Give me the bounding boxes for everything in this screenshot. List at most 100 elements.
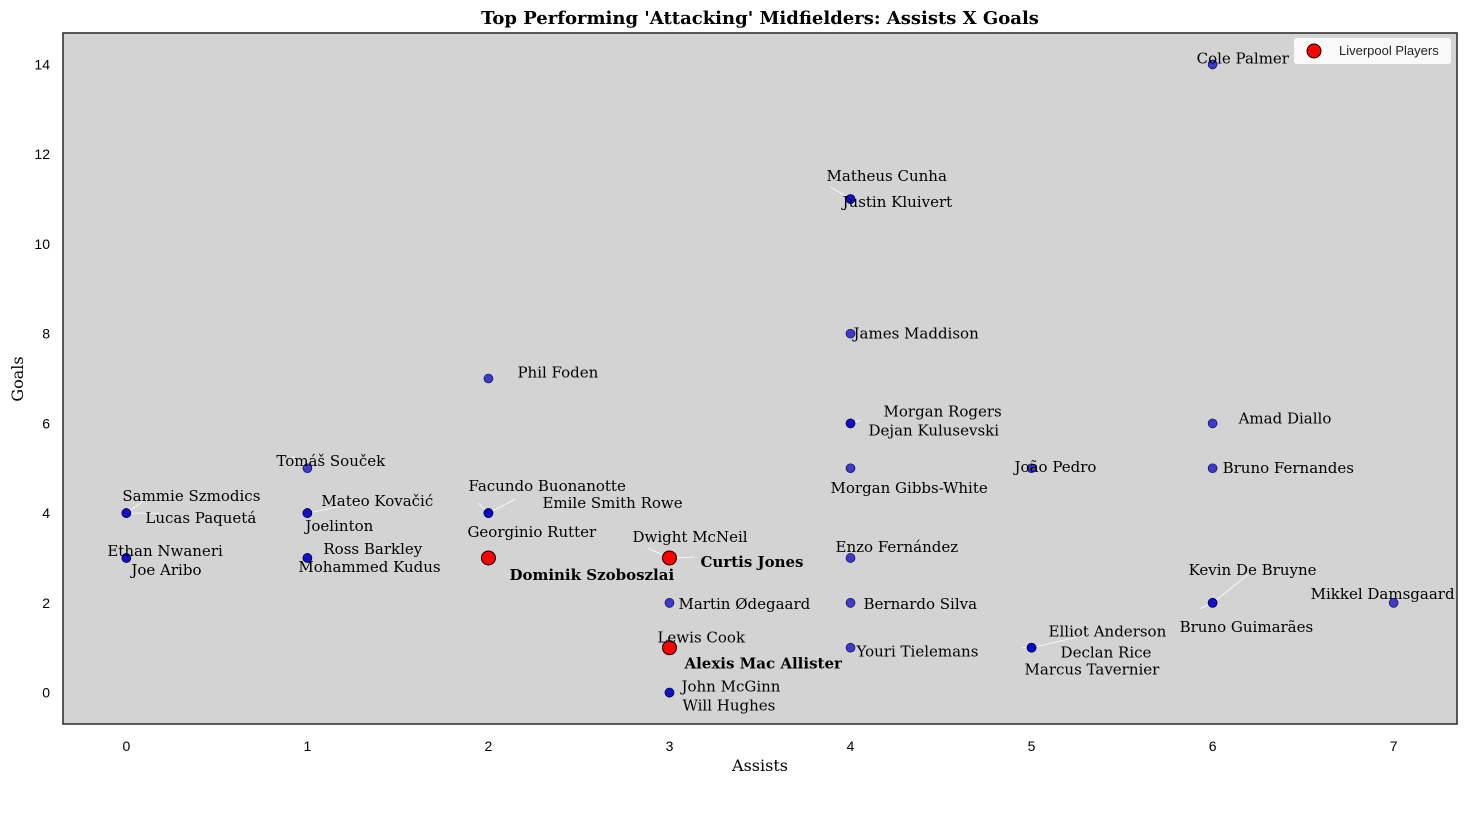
y-tick-label: 10 xyxy=(34,236,50,252)
point-youri-tielemans xyxy=(845,642,856,653)
point-joelinton xyxy=(302,508,313,518)
y-axis-ticks: 0 2 4 6 8 10 12 14 xyxy=(34,56,50,700)
point-mohammed-kudus xyxy=(302,553,313,563)
y-tick-label: 0 xyxy=(42,685,50,701)
leader-line-kevin-de-bruyne xyxy=(1212,574,1248,604)
data-points xyxy=(121,59,1399,698)
label-youri-tielemans: Youri Tielemans xyxy=(856,643,979,661)
plot-area xyxy=(63,33,1457,724)
leader-line-elliot-anderson xyxy=(1031,634,1088,649)
point-labels: Cole Palmer Matheus Cunha Justin Kluivert J… xyxy=(107,49,1455,714)
label-declan-rice: Declan Rice xyxy=(1061,644,1152,662)
label-sammie-szmodics: Sammie Szmodics xyxy=(122,487,260,505)
point-enzo-fernandez xyxy=(845,553,856,563)
point-morgan-gibbs-white xyxy=(845,463,856,474)
label-matheus-cunha: Matheus Cunha xyxy=(827,167,947,185)
x-tick-label: 0 xyxy=(122,738,130,754)
point-alexis-mac-allister xyxy=(661,640,677,656)
chart-title: Top Performing 'Attacking' Midfielders: … xyxy=(481,8,1039,29)
label-martin-odegaard: Martin Ødegaard xyxy=(678,595,810,613)
legend-marker xyxy=(1306,43,1322,59)
label-mikkel-damsgaard: Mikkel Damsgaard xyxy=(1311,585,1455,603)
point-joe-aribo xyxy=(121,553,132,563)
point-will-hughes xyxy=(664,687,675,698)
plot-frame xyxy=(62,32,1458,725)
point-dejan-kulusevski xyxy=(845,418,856,429)
label-bruno-fernandes: Bruno Fernandes xyxy=(1223,459,1354,477)
x-tick-label: 6 xyxy=(1209,738,1217,754)
x-tick-label: 4 xyxy=(847,738,855,754)
label-morgan-rogers: Morgan Rogers xyxy=(884,402,1002,420)
point-dominik-szoboszlai xyxy=(480,550,496,566)
x-tick-label: 3 xyxy=(666,738,674,754)
legend-entry: Liverpool Players xyxy=(1339,43,1439,58)
x-tick-label: 5 xyxy=(1028,738,1036,754)
point-joao-pedro xyxy=(1026,463,1037,474)
point-marcus-tavernier xyxy=(1026,642,1037,653)
label-emile-smith-rowe: Emile Smith Rowe xyxy=(542,494,682,512)
label-lewis-cook: Lewis Cook xyxy=(657,629,745,647)
y-tick-label: 14 xyxy=(34,56,50,72)
point-curtis-jones xyxy=(661,550,677,566)
legend-box xyxy=(1294,38,1451,64)
label-bernardo-silva: Bernardo Silva xyxy=(864,595,978,613)
label-tomas-soucek: Tomáš Souček xyxy=(276,452,386,470)
point-mikkel-damsgaard xyxy=(1388,598,1399,608)
point-tomas-soucek xyxy=(302,463,313,474)
leader-line-emile-smith-rowe xyxy=(488,498,516,514)
label-kevin-de-bruyne: Kevin De Bruyne xyxy=(1189,561,1317,579)
label-facundo-buonanotte: Facundo Buonanotte xyxy=(468,477,626,495)
label-mateo-kovacic: Mateo Kovačić xyxy=(321,492,433,510)
point-bruno-fernandes xyxy=(1207,463,1218,474)
label-marcus-tavernier: Marcus Tavernier xyxy=(1025,661,1161,679)
y-axis-label: Goals xyxy=(8,356,27,401)
y-tick-label: 12 xyxy=(34,146,50,162)
label-amad-diallo: Amad Diallo xyxy=(1238,409,1332,427)
legend: Liverpool Players xyxy=(1294,38,1451,64)
point-phil-foden xyxy=(483,373,494,384)
label-dominik-szoboszlai: Dominik Szoboszlai xyxy=(509,566,674,584)
label-joe-aribo: Joe Aribo xyxy=(129,561,201,579)
label-phil-foden: Phil Foden xyxy=(517,364,598,382)
label-cole-palmer: Cole Palmer xyxy=(1197,49,1290,67)
y-tick-label: 6 xyxy=(42,415,50,431)
label-james-maddison: James Maddison xyxy=(852,325,980,343)
y-tick-label: 4 xyxy=(42,505,50,521)
label-elliot-anderson: Elliot Anderson xyxy=(1049,623,1167,641)
point-georginio-rutter xyxy=(483,508,494,518)
x-tick-label: 2 xyxy=(485,738,493,754)
y-tick-label: 2 xyxy=(42,595,50,611)
label-curtis-jones: Curtis Jones xyxy=(700,553,803,571)
x-axis-ticks: 0 1 2 3 4 5 6 7 xyxy=(122,738,1397,754)
y-tick-label: 8 xyxy=(42,326,50,342)
label-alexis-mac-allister: Alexis Mac Allister xyxy=(683,655,843,673)
label-enzo-fernandez: Enzo Fernández xyxy=(836,538,959,556)
label-georginio-rutter: Georginio Rutter xyxy=(467,523,597,541)
point-bernardo-silva xyxy=(845,598,856,608)
label-justin-kluivert: Justin Kluivert xyxy=(841,193,953,211)
point-lucas-paqueta xyxy=(121,508,132,518)
label-mohammed-kudus: Mohammed Kudus xyxy=(298,558,440,576)
label-ross-barkley: Ross Barkley xyxy=(323,540,422,558)
label-joelinton: Joelinton xyxy=(303,517,373,535)
label-dwight-mcneil: Dwight McNeil xyxy=(632,528,747,546)
point-amad-diallo xyxy=(1207,418,1218,429)
label-will-hughes: Will Hughes xyxy=(682,697,775,715)
leader-line-mateo-kovacic xyxy=(307,501,363,514)
label-joao-pedro: João Pedro xyxy=(1013,458,1097,476)
x-tick-label: 7 xyxy=(1390,738,1398,754)
point-martin-odegaard xyxy=(664,598,675,608)
point-cole-palmer xyxy=(1207,59,1218,70)
label-bruno-guimaraes: Bruno Guimarães xyxy=(1180,618,1314,636)
point-james-maddison xyxy=(845,328,856,339)
point-bruno-guimaraes xyxy=(1207,598,1218,608)
x-tick-label: 1 xyxy=(304,738,312,754)
label-lucas-paqueta: Lucas Paquetá xyxy=(145,509,256,527)
point-justin-kluivert xyxy=(845,194,856,204)
x-axis-label: Assists xyxy=(731,756,788,775)
label-ethan-nwaneri: Ethan Nwaneri xyxy=(107,542,223,560)
label-morgan-gibbs-white: Morgan Gibbs-White xyxy=(831,479,988,497)
label-dejan-kulusevski: Dejan Kulusevski xyxy=(869,421,1000,439)
label-john-mcginn: John McGinn xyxy=(679,678,780,696)
